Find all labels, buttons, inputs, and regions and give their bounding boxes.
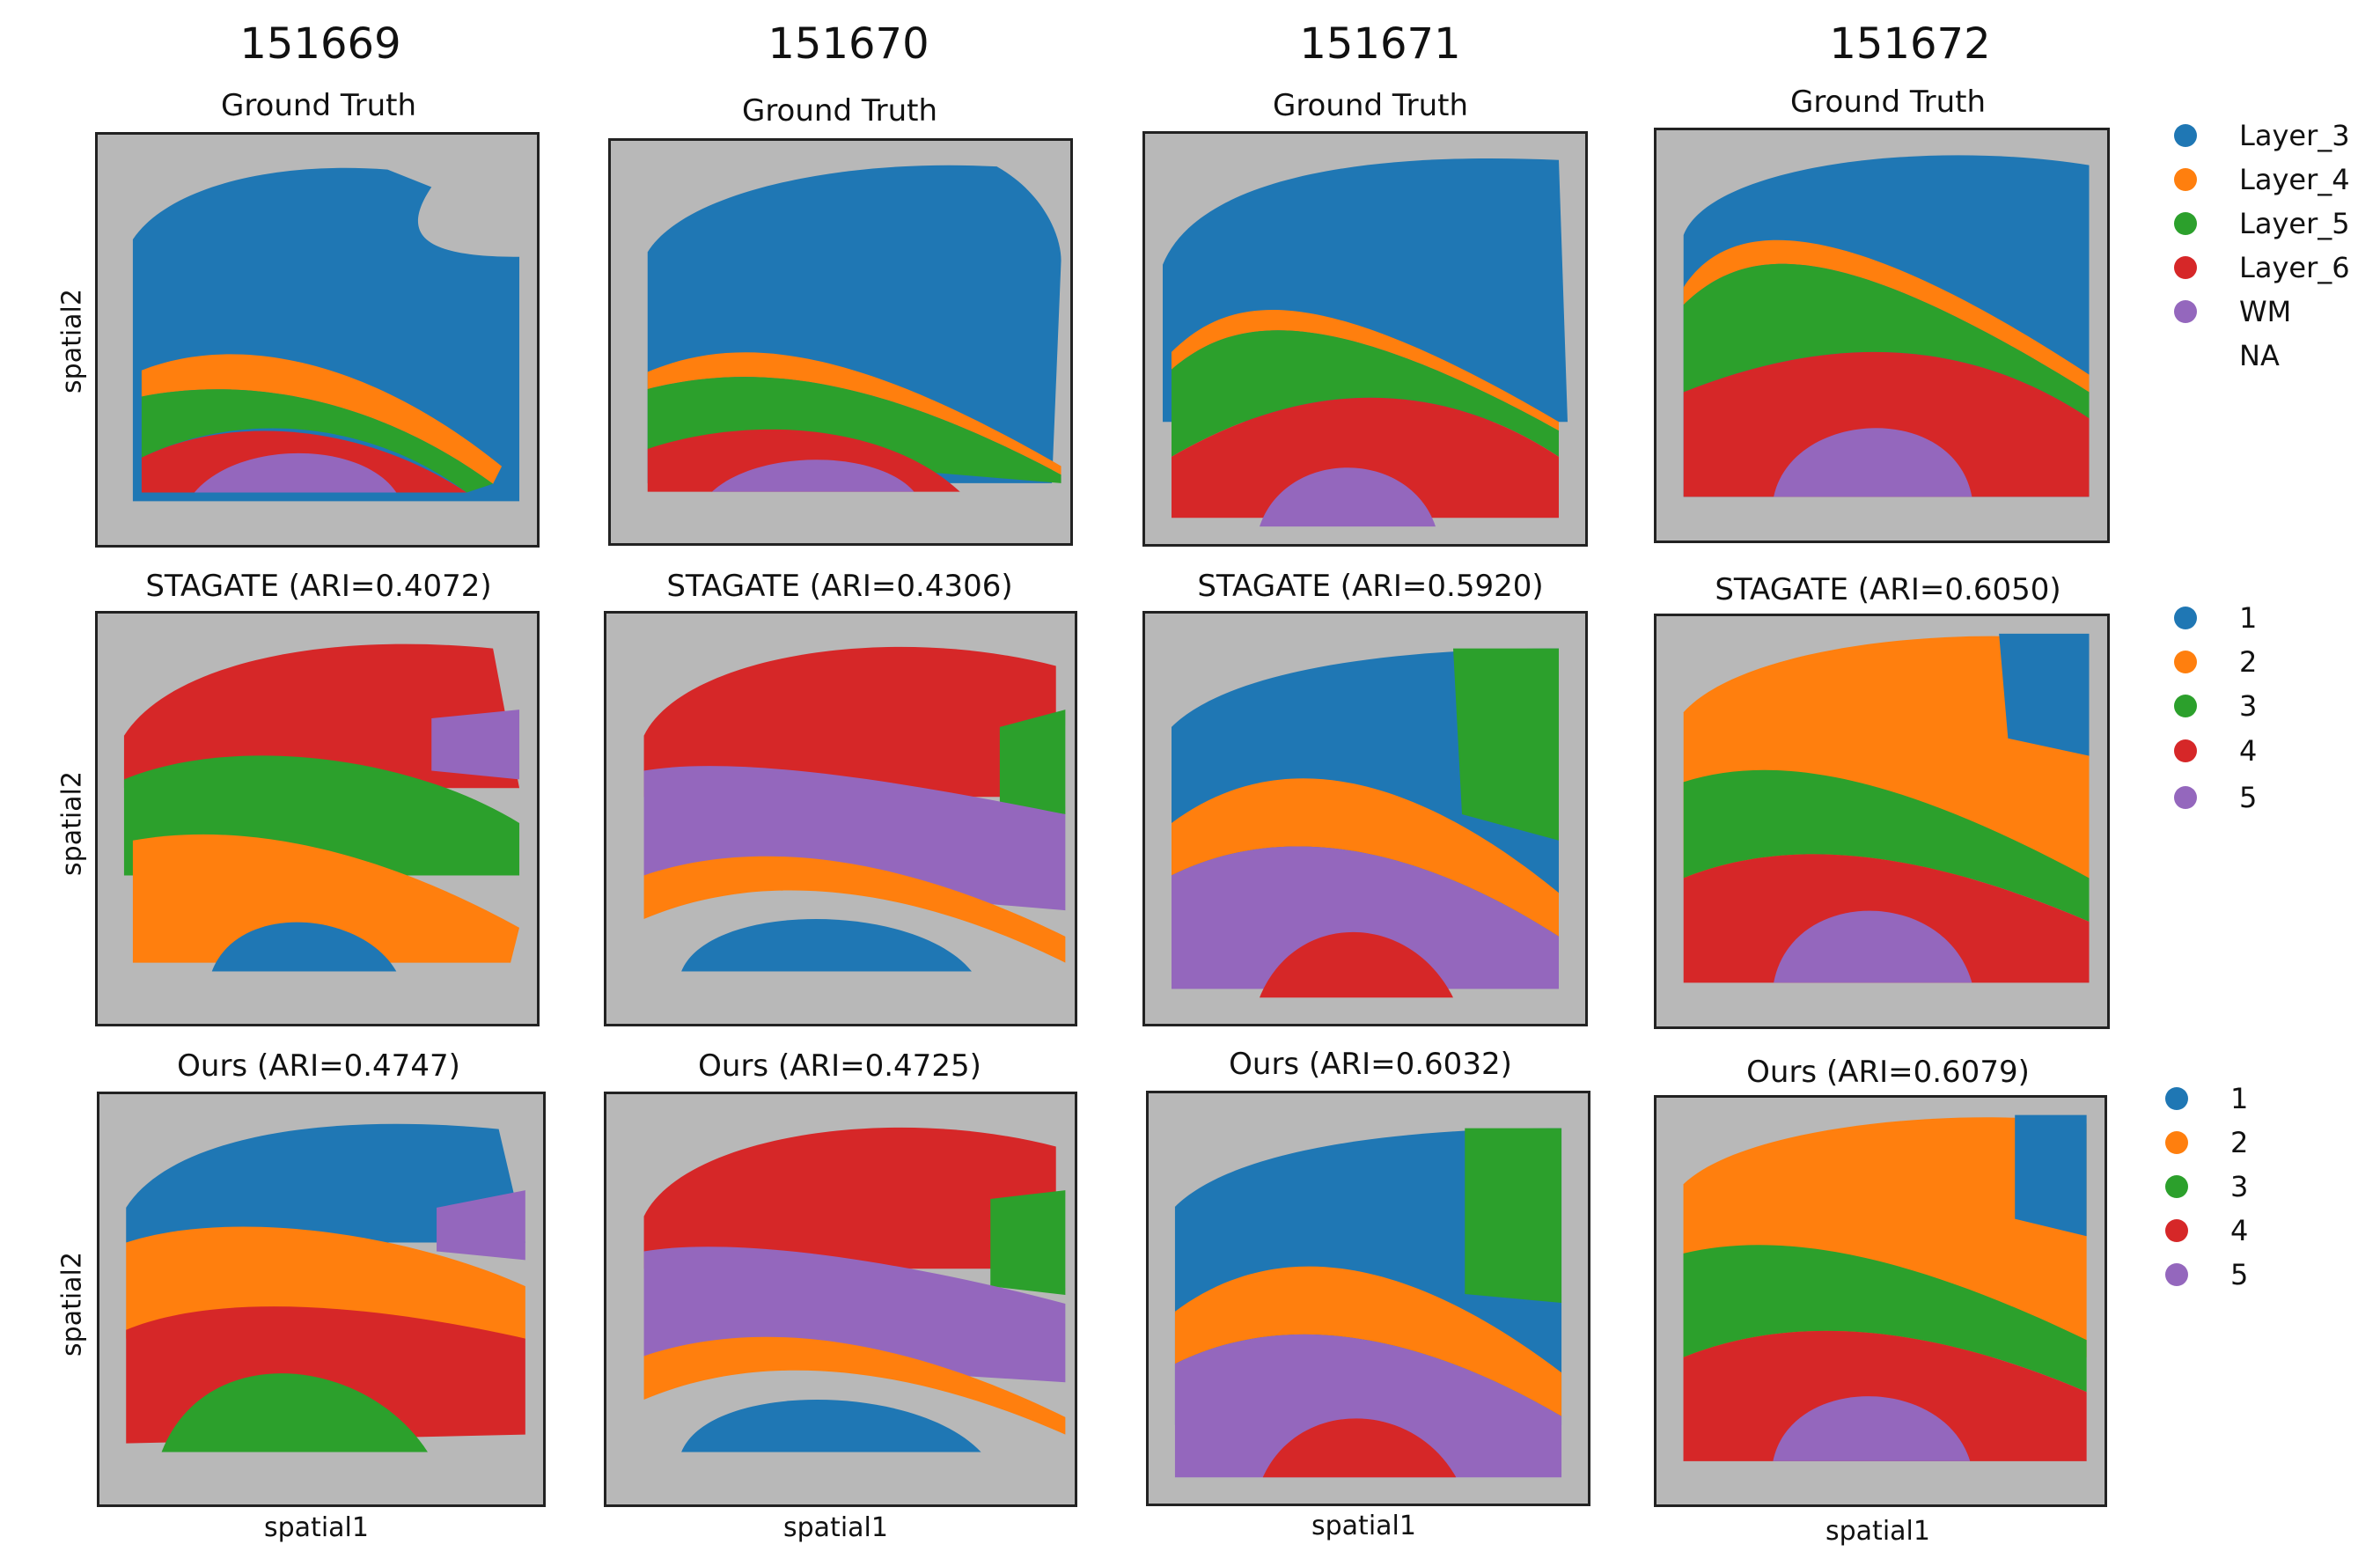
ours-panel-151670 (604, 1092, 1077, 1507)
legend-gt-wm: WM (2174, 292, 2291, 331)
ours-panel-151669 (97, 1092, 546, 1507)
ylabel-row1: spatial2 (56, 289, 88, 393)
stagate-title-151670: STAGATE (ARI=0.4306) (666, 569, 1013, 604)
legend-gt-layer4: Layer_4 (2174, 160, 2350, 199)
legend-ours-2: 2 (2165, 1123, 2248, 1162)
gt-panel-151669 (95, 132, 540, 548)
column-title-151669: 151669 (239, 19, 401, 69)
gt-title-151670: Ground Truth (741, 93, 938, 129)
column-title-151671: 151671 (1299, 19, 1461, 69)
ours-title-151671: Ours (ARI=0.6032) (1229, 1047, 1512, 1082)
gt-title-151669: Ground Truth (220, 88, 417, 123)
gt-title-151672: Ground Truth (1789, 85, 1987, 120)
xlabel-151671: spatial1 (1311, 1511, 1416, 1541)
gt-panel-151671 (1142, 131, 1588, 547)
legend-ours-3: 3 (2165, 1167, 2248, 1206)
ours-panel-151672 (1654, 1095, 2107, 1507)
stagate-panel-151672 (1654, 614, 2110, 1029)
legend-stagate-2: 2 (2174, 643, 2257, 681)
legend-stagate-5: 5 (2174, 778, 2257, 817)
legend-ours-4: 4 (2165, 1211, 2248, 1250)
stagate-panel-151669 (95, 611, 540, 1026)
ylabel-row2: spatial2 (56, 771, 88, 876)
stagate-panel-151671 (1142, 611, 1588, 1026)
xlabel-151669: spatial1 (264, 1512, 369, 1543)
legend-stagate-3: 3 (2174, 687, 2257, 725)
legend-stagate-4: 4 (2174, 732, 2257, 770)
ours-title-151669: Ours (ARI=0.4747) (177, 1048, 460, 1084)
stagate-title-151672: STAGATE (ARI=0.6050) (1715, 572, 2061, 607)
stagate-panel-151670 (604, 611, 1077, 1026)
legend-stagate-1: 1 (2174, 599, 2257, 637)
ours-title-151672: Ours (ARI=0.6079) (1746, 1055, 2030, 1090)
stagate-title-151671: STAGATE (ARI=0.5920) (1197, 569, 1544, 604)
gt-panel-151672 (1654, 128, 2110, 543)
xlabel-151670: spatial1 (783, 1512, 888, 1543)
ours-panel-151671 (1146, 1091, 1590, 1506)
legend-gt-layer3: Layer_3 (2174, 116, 2350, 155)
legend-gt-na: NA (2239, 339, 2280, 372)
legend-ours-1: 1 (2165, 1079, 2248, 1118)
column-title-151670: 151670 (768, 19, 929, 69)
gt-panel-151670 (608, 138, 1073, 546)
legend-gt-layer6: Layer_6 (2174, 248, 2350, 287)
legend-gt-layer5: Layer_5 (2174, 204, 2350, 243)
xlabel-151672: spatial1 (1825, 1516, 1930, 1547)
ours-title-151670: Ours (ARI=0.4725) (698, 1048, 981, 1084)
ylabel-row3: spatial2 (56, 1252, 88, 1357)
column-title-151672: 151672 (1829, 19, 1991, 69)
stagate-title-151669: STAGATE (ARI=0.4072) (145, 569, 492, 604)
gt-title-151671: Ground Truth (1272, 88, 1469, 123)
legend-ours-5: 5 (2165, 1255, 2248, 1294)
